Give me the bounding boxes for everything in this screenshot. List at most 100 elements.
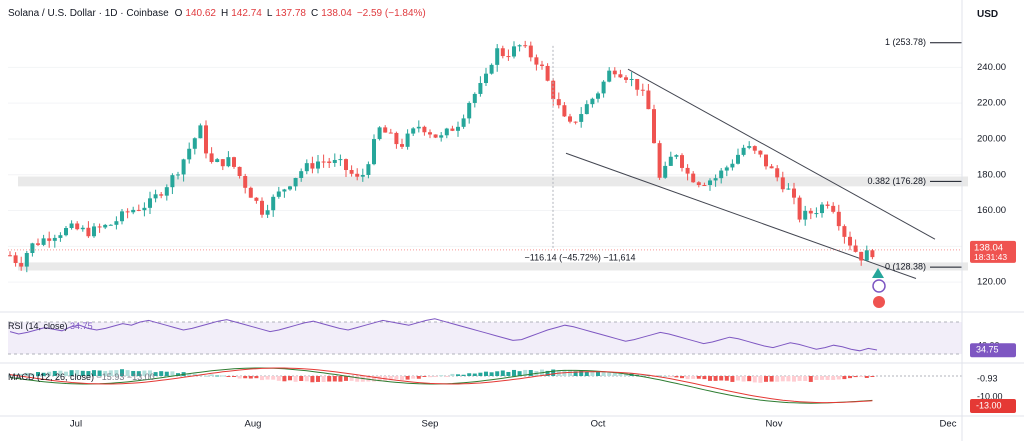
- candle-body: [612, 70, 617, 75]
- candle-body: [579, 114, 584, 122]
- candle-body: [400, 144, 404, 147]
- candlesticks[interactable]: [8, 40, 875, 273]
- candle-body: [215, 159, 220, 162]
- candle-body: [713, 178, 718, 181]
- candle-body: [148, 198, 152, 208]
- candle-body: [41, 238, 46, 245]
- candle-body: [153, 194, 158, 199]
- rsi-legend: RSI (14, close) 34.75: [8, 321, 93, 331]
- price-tick-label: 220.00: [977, 98, 1006, 109]
- candle-body: [52, 237, 57, 241]
- macd-panel[interactable]: -0.93 -10.00-13.00: [0, 362, 1024, 413]
- candle-body: [601, 81, 606, 94]
- macd-histogram-bar: [176, 373, 180, 376]
- time-tick-label: Jul: [70, 419, 82, 430]
- candle-body: [310, 163, 315, 169]
- fib-level-label: 0.382 (176.28): [867, 176, 926, 186]
- candle-body: [125, 211, 130, 213]
- candle-body: [864, 250, 869, 261]
- macd-histogram-bar: [724, 376, 729, 381]
- macd-histogram-bar: [422, 376, 427, 377]
- candle-body: [512, 46, 516, 57]
- macd-histogram-bar: [450, 373, 455, 376]
- change-value: −2.59 (−1.84%): [356, 8, 426, 19]
- candle-body: [607, 70, 612, 82]
- candle-body: [164, 187, 169, 196]
- candle-body: [495, 48, 500, 65]
- candle-body: [820, 204, 824, 214]
- price-tick-label: 160.00: [977, 205, 1006, 216]
- candle-body: [590, 98, 595, 105]
- macd-value-label: -13.00: [976, 400, 1002, 410]
- candle-body: [131, 209, 136, 213]
- candle-body: [422, 126, 427, 133]
- candle-body: [853, 245, 858, 252]
- candle-body: [13, 255, 18, 264]
- candle-body: [780, 177, 785, 190]
- candle-body: [596, 93, 600, 99]
- candle-body: [360, 174, 365, 177]
- macd-histogram-bar: [338, 376, 343, 382]
- candle-body: [232, 157, 236, 167]
- candle-body: [831, 205, 836, 212]
- candle-body: [545, 65, 550, 81]
- rsi-value-tag: [970, 343, 1016, 358]
- fib-level-label: 1 (253.78): [885, 37, 926, 47]
- candle-body: [260, 200, 264, 215]
- macd-histogram-bar: [103, 370, 108, 376]
- candle-body: [562, 105, 567, 117]
- price-zones: [18, 176, 968, 271]
- macd-histogram-bar: [601, 371, 606, 376]
- macd-legend-label: MACD (12, 26, close): [8, 372, 95, 382]
- macd-histogram-bar: [657, 375, 662, 377]
- macd-histogram-bar: [685, 376, 690, 380]
- candle-body: [635, 78, 640, 90]
- macd-histogram-bar: [232, 376, 236, 377]
- macd-histogram-bar: [797, 376, 802, 381]
- macd-histogram-bar: [674, 376, 679, 378]
- macd-histogram-bar: [545, 370, 550, 376]
- candle-body: [198, 125, 203, 139]
- macd-histogram-bar: [8, 375, 12, 377]
- macd-histogram-bar: [372, 376, 376, 382]
- macd-histogram-bar: [47, 371, 52, 376]
- high-value: 142.74: [231, 8, 262, 19]
- candle-body: [181, 159, 186, 175]
- candle-body: [80, 227, 85, 230]
- currency-label[interactable]: USD: [977, 9, 999, 20]
- macd-legend-value-1: −15.93: [96, 372, 125, 382]
- falling-wedge-lines: [565, 68, 936, 279]
- macd-histogram-bar: [640, 374, 645, 376]
- macd-histogram-bar: [702, 376, 707, 380]
- macd-histogram-bar: [433, 376, 438, 377]
- macd-histogram-bar: [764, 376, 768, 382]
- macd-histogram-bar: [618, 373, 623, 376]
- macd-histogram-bar: [730, 376, 735, 382]
- macd-histogram-bar: [831, 376, 836, 380]
- candle-body: [159, 194, 164, 196]
- candle-body: [500, 48, 505, 57]
- macd-histogram-bar: [377, 376, 382, 382]
- candle-body: [646, 90, 651, 110]
- macd-histogram-bar: [349, 376, 354, 381]
- macd-histogram-bar: [472, 373, 477, 376]
- macd-histogram-bar: [500, 370, 505, 376]
- macd-histogram-bar: [299, 376, 304, 381]
- macd-histogram-bar: [321, 376, 326, 382]
- macd-histogram-bar: [741, 376, 746, 382]
- candle-body: [652, 109, 656, 144]
- candle-body: [573, 121, 578, 123]
- macd-histogram-bar: [97, 370, 102, 376]
- macd-histogram-bar: [248, 376, 253, 379]
- candle-body: [394, 132, 399, 145]
- candle-body: [629, 78, 634, 80]
- candle-body: [288, 186, 292, 190]
- macd-histogram-bar: [568, 369, 572, 376]
- candle-body: [114, 221, 119, 225]
- candle-body: [836, 211, 841, 227]
- macd-histogram-bar: [136, 371, 141, 376]
- macd-histogram-bar: [820, 376, 824, 380]
